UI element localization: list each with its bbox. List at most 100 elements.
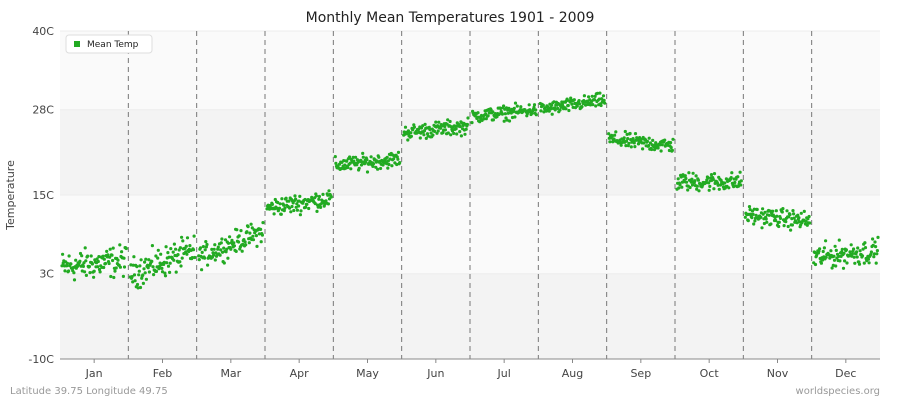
data-point (833, 244, 837, 248)
data-point (342, 159, 346, 163)
data-point (777, 224, 781, 229)
data-point (383, 159, 387, 163)
data-point (678, 183, 682, 187)
data-point (279, 212, 283, 216)
data-point (314, 194, 318, 198)
data-point (752, 207, 756, 211)
data-point (219, 241, 223, 245)
data-point (303, 197, 307, 202)
data-point (220, 250, 225, 254)
data-point (519, 105, 523, 109)
data-point (228, 235, 232, 239)
data-point (466, 116, 470, 120)
data-point (872, 255, 876, 259)
data-point (671, 137, 675, 141)
y-tick-label: 40C (32, 25, 54, 38)
data-point (455, 132, 459, 136)
data-point (874, 261, 878, 265)
x-tick-label: Nov (767, 367, 789, 380)
data-point (67, 269, 71, 273)
data-point (824, 239, 828, 243)
x-tick-label: Apr (290, 367, 310, 380)
data-point (739, 179, 743, 183)
data-point (334, 161, 338, 165)
data-point (632, 141, 636, 145)
data-point (614, 130, 618, 134)
data-point (545, 105, 550, 109)
data-point (808, 221, 812, 225)
legend-swatch (74, 41, 80, 47)
data-point (124, 246, 128, 251)
data-point (319, 205, 323, 209)
data-point (72, 278, 77, 282)
x-tick-label: Mar (220, 367, 241, 380)
data-point (824, 255, 828, 259)
data-point (212, 253, 216, 257)
data-point (876, 235, 880, 239)
data-point (601, 94, 606, 98)
data-point (797, 220, 802, 224)
data-point (750, 216, 754, 220)
data-point (874, 245, 878, 249)
data-point (769, 222, 773, 226)
data-point (790, 217, 794, 221)
data-point (280, 197, 284, 201)
data-point (832, 254, 836, 258)
data-point (716, 183, 720, 187)
data-point (203, 248, 207, 252)
data-point (707, 188, 711, 192)
data-point (873, 240, 877, 244)
data-point (697, 189, 701, 193)
data-point (168, 261, 172, 265)
data-point (142, 267, 146, 271)
data-point (135, 265, 139, 269)
data-point (185, 236, 190, 240)
data-point (628, 131, 632, 136)
data-point (433, 129, 437, 133)
data-point (505, 118, 509, 122)
data-point (361, 155, 365, 159)
data-point (63, 269, 67, 273)
data-point (118, 265, 122, 269)
data-point (364, 160, 368, 164)
data-point (669, 145, 673, 150)
data-point (781, 207, 785, 211)
data-point (458, 125, 462, 129)
data-point (463, 132, 467, 136)
x-tick-label: Sep (630, 367, 651, 380)
x-tick-label: Jun (426, 367, 444, 380)
data-point (348, 155, 352, 159)
data-point (558, 108, 562, 112)
data-point (530, 111, 534, 115)
data-point (448, 119, 452, 124)
data-point (191, 248, 196, 252)
data-point (392, 157, 396, 161)
data-point (97, 255, 101, 259)
data-point (500, 112, 504, 116)
data-point (821, 258, 825, 262)
data-point (504, 106, 509, 110)
data-point (875, 249, 880, 253)
data-point (747, 205, 752, 209)
data-point (791, 209, 795, 213)
data-point (237, 234, 241, 238)
data-point (633, 145, 637, 149)
data-point (232, 244, 236, 248)
data-point (575, 104, 579, 108)
data-point (89, 254, 93, 258)
data-point (276, 200, 280, 205)
data-point (453, 124, 458, 128)
data-point (838, 259, 842, 263)
data-point (67, 254, 71, 258)
data-point (476, 111, 480, 115)
data-point (131, 280, 135, 284)
data-point (590, 94, 594, 98)
footer-location: Latitude 39.75 Longitude 49.75 (10, 386, 168, 397)
data-point (113, 269, 117, 273)
data-point (307, 206, 311, 211)
data-point (867, 261, 871, 265)
data-point (193, 255, 197, 260)
data-point (165, 261, 169, 265)
data-point (842, 251, 846, 255)
data-point (107, 261, 111, 266)
